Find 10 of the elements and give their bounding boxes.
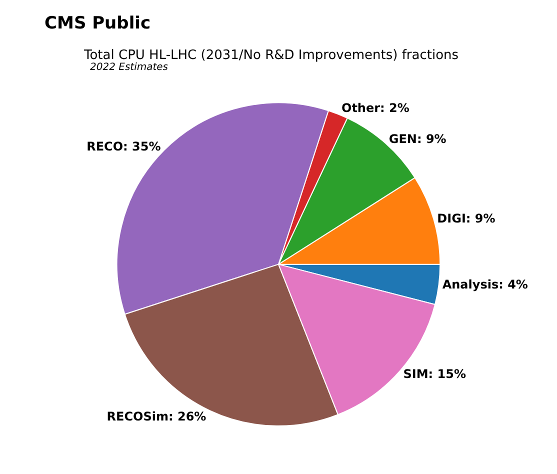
slice-label: RECOSim: 26% <box>106 409 206 424</box>
slice-label: GEN: 9% <box>388 132 446 146</box>
slice-label: Other: 2% <box>341 101 410 116</box>
slice-label: RECO: 35% <box>86 140 161 154</box>
slice-label: Analysis: 4% <box>442 278 528 292</box>
slice-label: SIM: 15% <box>403 367 466 382</box>
slice-label: DIGI: 9% <box>437 212 496 226</box>
chart-title: CMS Public <box>44 13 151 34</box>
chart-subtitle: Total CPU HL-LHC (2031/No R&D Improvements) fractions <box>83 48 459 63</box>
text: 2022 Estimates <box>90 62 168 73</box>
